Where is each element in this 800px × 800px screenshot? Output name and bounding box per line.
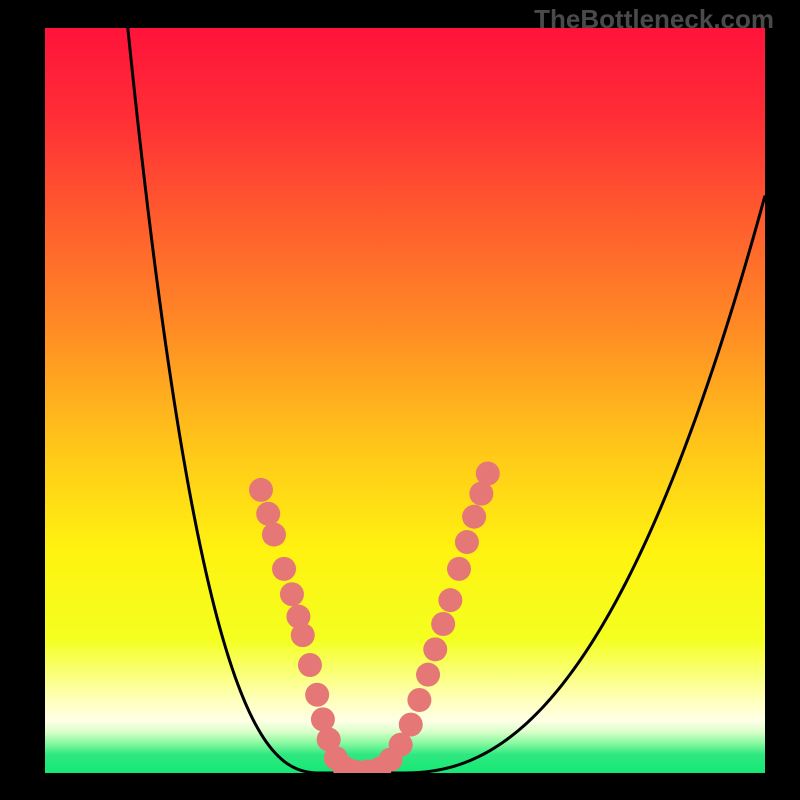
data-point (431, 612, 455, 636)
data-point (407, 688, 431, 712)
data-point (249, 478, 273, 502)
data-point (280, 582, 304, 606)
data-point (399, 713, 423, 737)
plot-area (45, 28, 765, 773)
data-point (262, 523, 286, 547)
chart-container: TheBottleneck.com (0, 0, 800, 800)
curve-layer (45, 28, 765, 773)
data-point (423, 637, 447, 661)
data-point (476, 462, 500, 486)
data-point (311, 707, 335, 731)
data-point (305, 683, 329, 707)
data-point (447, 557, 471, 581)
data-point (438, 588, 462, 612)
bottleneck-curve (128, 28, 765, 773)
data-point (455, 530, 479, 554)
watermark-text: TheBottleneck.com (534, 4, 774, 35)
data-point (298, 653, 322, 677)
data-point (462, 505, 486, 529)
data-point (272, 557, 296, 581)
data-point (256, 502, 280, 526)
data-point (416, 663, 440, 687)
data-point (291, 623, 315, 647)
